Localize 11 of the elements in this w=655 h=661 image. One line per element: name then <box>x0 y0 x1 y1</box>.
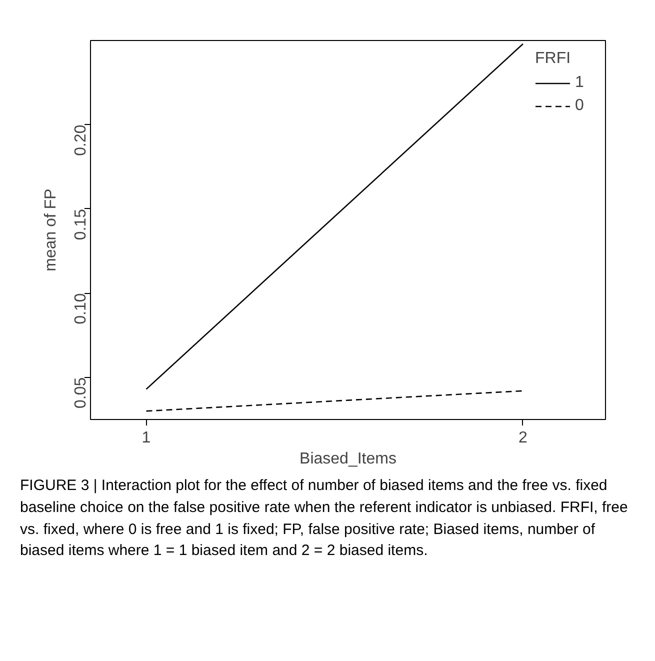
x-axis-title: Biased_Items <box>300 450 396 468</box>
y-tick-label: 0.05 <box>72 377 90 409</box>
y-tick-label: 0.15 <box>72 208 90 240</box>
y-axis-title: mean of FP <box>42 188 60 272</box>
y-tick-label: 0.10 <box>72 293 90 324</box>
legend-label: 0 <box>575 97 585 115</box>
y-tick-label: 0.20 <box>72 124 90 156</box>
x-tick-label: 2 <box>518 430 528 446</box>
caption: FIGURE 3 | Interaction plot for the effect of number of biased items and the free vs. fixed baseline choice on the false positive rate when the referent indicator is unbiased. FRFI, free vs. fixed, where 0 is free and 1 is fixed; FP, false positive rate; Biased items, number of biased items where 1 = 1 biased item and 2 = 2 biased items. <box>20 476 629 562</box>
legend-title: FRFI <box>535 50 572 68</box>
legend-label: 1 <box>575 74 585 92</box>
